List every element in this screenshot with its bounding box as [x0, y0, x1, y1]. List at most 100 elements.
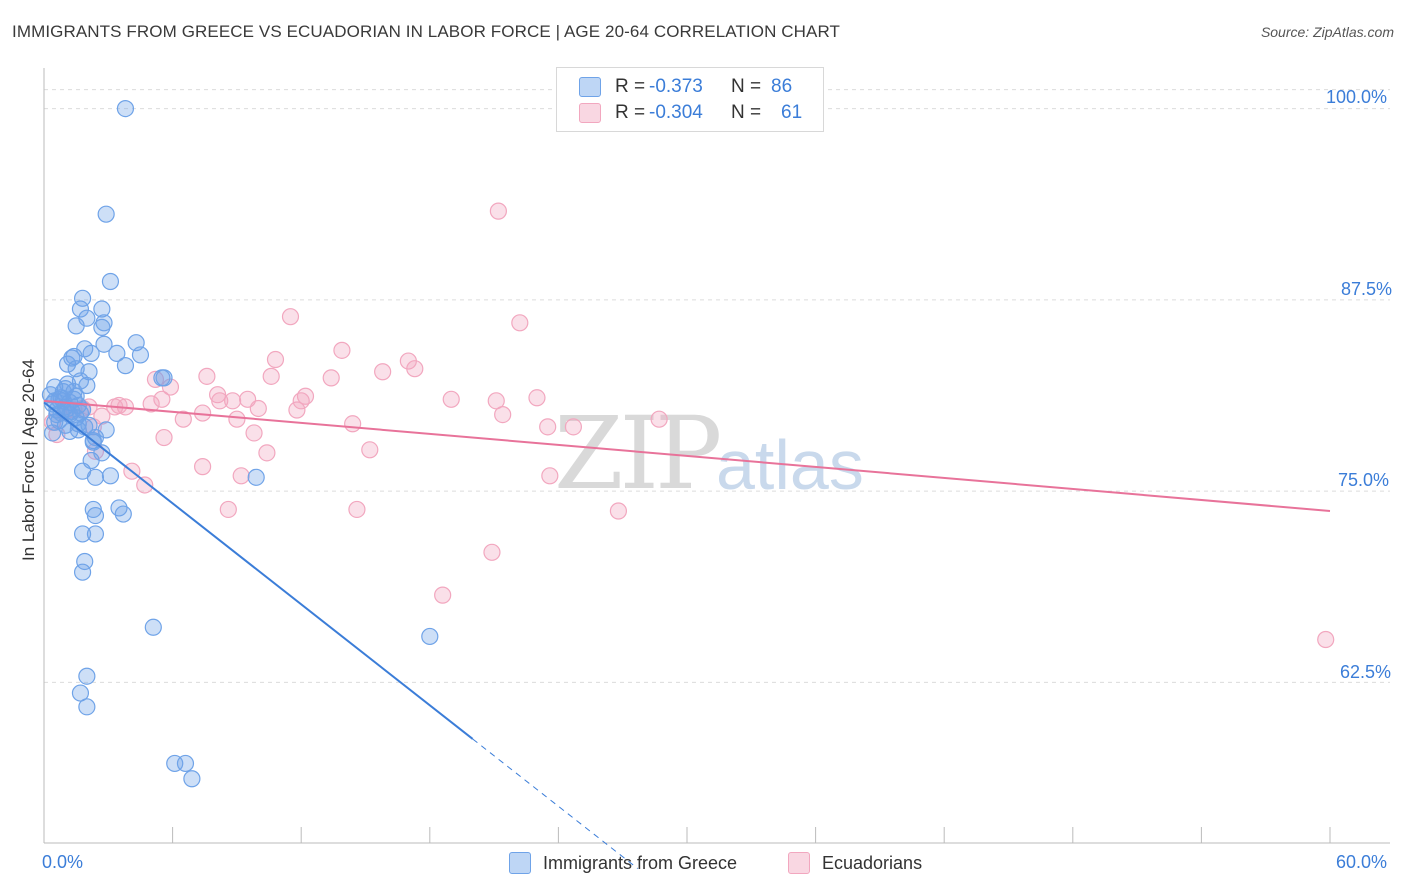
greece-point-78 [183, 770, 201, 788]
greece-trend-extension [472, 738, 639, 869]
bottom-legend-greece: Immigrants from Greece [509, 852, 737, 874]
ecuadorian-point-52 [219, 500, 237, 519]
legend-n-label: N = [731, 76, 762, 97]
ecuadorian-point-34 [344, 415, 362, 433]
ecuadorian-point-12 [146, 370, 165, 389]
watermark-zip: ZIP [554, 395, 722, 512]
greece-point-67 [86, 506, 105, 525]
ecuadorian-point-43 [528, 389, 546, 407]
ecuadorian-point-24 [245, 424, 263, 442]
series-immigrants-from-greece [41, 99, 439, 788]
bottom-legend-swatch-pink [788, 852, 810, 874]
y-tick-label-75: 75.0% [1338, 470, 1390, 490]
ecuadorian-point-13 [153, 390, 171, 408]
legend-n-value: 61 [781, 102, 803, 123]
legend-row-greece: R = -0.373 N = 86 [579, 75, 811, 99]
bottom-legend-swatch-blue [509, 852, 531, 874]
ecuadorian-point-20 [211, 392, 229, 410]
ecuadorian-point-36 [374, 363, 392, 381]
ecuadorian-point-59 [1317, 630, 1335, 649]
ecuadorian-point-16 [174, 410, 192, 428]
x-tick-label-max: 60.0% [1336, 852, 1388, 872]
ecuadorian-point-40 [487, 392, 505, 410]
greece-point-81 [58, 399, 77, 418]
greece-trend-line [43, 401, 474, 740]
ecuadorian-point-39 [442, 390, 460, 408]
legend-r-value: -0.304 [649, 102, 703, 123]
legend-swatch-pink [579, 103, 601, 123]
greece-point-42 [101, 272, 120, 291]
ecuadorian-point-48 [489, 202, 507, 220]
x-tick-label-min: 0.0% [42, 852, 84, 872]
greece-point-77 [176, 754, 195, 773]
ecuadorian-point-58 [541, 467, 559, 485]
greece-point-47 [67, 317, 85, 335]
trend-lines [43, 399, 1331, 869]
legend-n-label: N = [731, 102, 762, 123]
greece-point-49 [95, 314, 113, 332]
greece-point-79 [247, 468, 265, 486]
ecuadorian-point-41 [494, 406, 512, 424]
ecuadorian-point-14 [142, 395, 160, 413]
greece-point-85 [76, 418, 94, 436]
greece-point-83 [80, 363, 98, 381]
ecuadorian-point-29 [288, 401, 306, 419]
ecuadorian-point-35 [361, 441, 379, 459]
correlation-legend: R = -0.373 N = 86 R = -0.304 N = 61 [556, 67, 824, 132]
ecuadorian-point-54 [348, 500, 366, 519]
greece-point-71 [73, 563, 92, 581]
ecuadorian-point-28 [266, 350, 285, 369]
greece-point-27 [82, 344, 100, 362]
ecuadorian-point-25 [249, 399, 267, 418]
y-axis-title: In Labor Force | Age 20-64 [19, 359, 38, 561]
greece-point-25 [65, 347, 83, 366]
legend-swatch-blue [579, 77, 601, 97]
greece-point-38 [71, 404, 90, 422]
legend-r-label: R = [615, 76, 646, 97]
ecuadorian-point-46 [650, 410, 668, 428]
greece-point-69 [86, 525, 105, 543]
greece-point-74 [71, 684, 90, 702]
bottom-legend-label-ecuadorians: Ecuadorians [822, 852, 923, 873]
greece-point-56 [155, 369, 173, 387]
ecuadorian-trend-line [43, 399, 1331, 512]
greece-point-80 [421, 627, 439, 646]
ecuadorian-point-38 [406, 360, 424, 378]
greece-point-55 [116, 357, 135, 375]
greece-point-28 [73, 401, 92, 419]
legend-n-value: 86 [771, 76, 793, 97]
legend-r-label: R = [615, 102, 646, 123]
greece-point-43 [73, 289, 92, 307]
ecuadorian-point-21 [224, 392, 242, 410]
greece-point-46 [93, 300, 111, 318]
ecuadorian-point-8 [110, 396, 128, 415]
greece-point-50 [95, 335, 113, 353]
y-tick-label-62-5: 62.5% [1340, 662, 1392, 682]
ecuadorian-point-45 [564, 418, 583, 436]
greece-point-51 [108, 344, 126, 362]
ecuadorian-point-57 [609, 502, 628, 520]
greece-point-53 [131, 346, 150, 364]
greece-point-58 [101, 467, 120, 485]
bottom-legend-label-greece: Immigrants from Greece [543, 852, 738, 873]
ecuadorian-point-51 [194, 458, 212, 476]
greece-point-40 [116, 99, 135, 118]
axes [43, 68, 1390, 844]
ecuadorian-point-18 [198, 367, 216, 385]
ecuadorian-point-42 [511, 314, 529, 332]
ecuadorian-point-15 [161, 378, 180, 396]
greece-point-44 [71, 300, 90, 318]
ecuadorian-point-53 [232, 467, 250, 485]
bottom-legend-ecuadorians: Ecuadorians [788, 852, 922, 874]
greece-point-72 [144, 618, 162, 636]
ecuadorian-point-56 [434, 586, 452, 604]
ecuadorian-point-33 [333, 341, 351, 359]
ecuadorian-point-22 [228, 410, 246, 428]
greece-point-59 [86, 468, 105, 486]
greece-point-75 [78, 698, 96, 716]
series-ecuadorians [43, 202, 1335, 649]
greece-point-82 [97, 421, 115, 439]
ecuadorian-point-31 [296, 387, 315, 405]
source-label: Source: ZipAtlas.com [1260, 24, 1394, 40]
